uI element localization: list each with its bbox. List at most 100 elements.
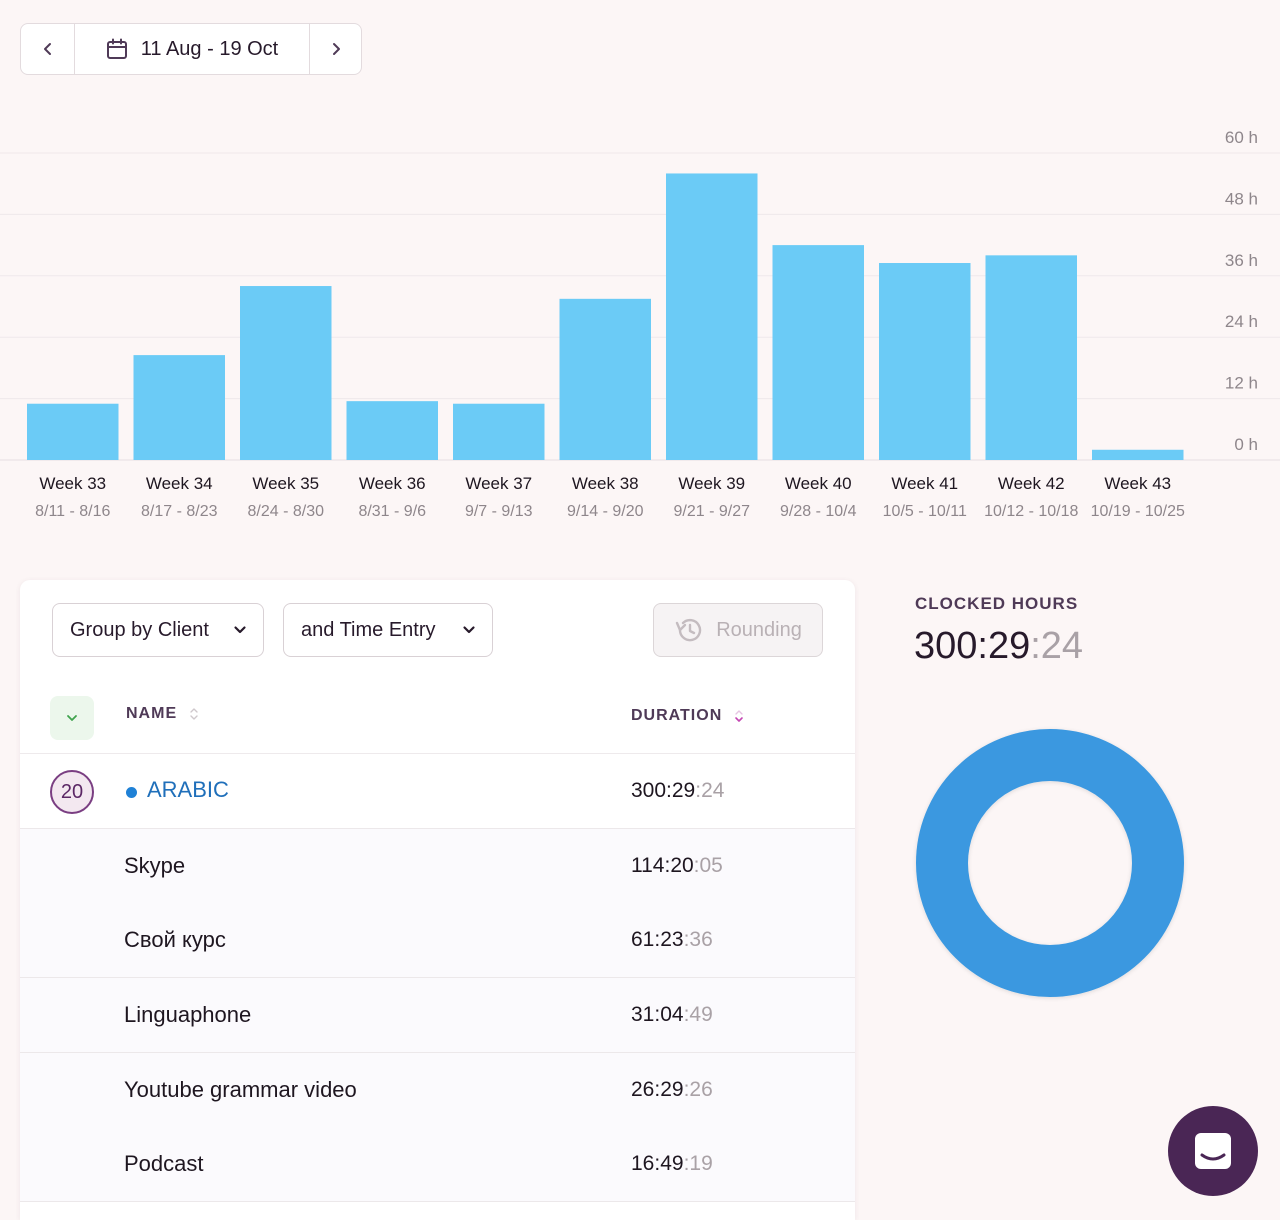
name-header-label: NAME xyxy=(126,705,178,722)
y-tick-label: 60 h xyxy=(1225,128,1258,147)
duration-seconds: :05 xyxy=(693,854,723,877)
client-name[interactable]: ARABIC xyxy=(147,777,229,802)
x-category-label: Week 40 xyxy=(785,474,852,493)
x-category-label: Week 42 xyxy=(998,474,1065,493)
clocked-hours-label: CLOCKED HOURS xyxy=(915,594,1079,613)
previous-period-button[interactable] xyxy=(21,24,75,74)
bar-week-40[interactable] xyxy=(772,245,865,460)
bar-week-35[interactable] xyxy=(240,286,332,460)
table-row[interactable]: Skype 114:20:05 xyxy=(20,829,855,904)
client-donut-chart xyxy=(916,729,1184,997)
duration-header-label: DURATION xyxy=(631,707,723,724)
subgroup-dropdown[interactable]: and Time Entry xyxy=(283,603,493,657)
clocked-hours-value: 300:29:24 xyxy=(914,625,1083,668)
y-tick-label: 24 h xyxy=(1225,312,1258,331)
y-tick-label: 0 h xyxy=(1234,435,1258,454)
duration-main: 26:29 xyxy=(631,1078,684,1101)
duration-main: 114:20 xyxy=(631,854,694,877)
x-category-label: Week 43 xyxy=(1104,474,1171,493)
x-date-range-label: 10/12 - 10/18 xyxy=(984,503,1078,520)
x-category-label: Week 37 xyxy=(465,474,532,493)
name-column-header[interactable]: NAME xyxy=(126,705,199,723)
x-category-label: Week 35 xyxy=(252,474,319,493)
bar-week-36[interactable] xyxy=(346,401,439,460)
x-category-label: Week 38 xyxy=(572,474,639,493)
calendar-icon xyxy=(106,38,127,59)
y-tick-label: 48 h xyxy=(1225,189,1258,208)
bar-week-38[interactable] xyxy=(559,298,652,460)
entry-name: Youtube grammar video xyxy=(124,1077,357,1102)
entry-duration: 61:23:36 xyxy=(631,928,713,952)
bar-week-33[interactable] xyxy=(27,403,119,460)
client-duration: 300:29:24 xyxy=(631,779,724,803)
x-category-label: Week 33 xyxy=(39,474,106,493)
duration-seconds: :19 xyxy=(683,1152,713,1175)
next-period-button[interactable] xyxy=(309,24,361,74)
sort-descending-icon xyxy=(735,710,744,722)
y-tick-label: 36 h xyxy=(1225,251,1258,270)
entry-duration: 31:04:49 xyxy=(631,1003,713,1027)
bar-week-39[interactable] xyxy=(666,173,758,460)
duration-seconds: :36 xyxy=(683,928,713,951)
duration-main: 300:29 xyxy=(631,779,696,802)
client-row[interactable]: 20 ARABIC 300:29:24 xyxy=(20,754,855,829)
entry-name: Skype xyxy=(124,853,186,878)
table-row[interactable]: Podcast 16:49:19 xyxy=(20,1127,855,1202)
table-row[interactable]: Свой курс 61:23:36 xyxy=(20,903,855,978)
entry-duration: 114:20:05 xyxy=(631,854,723,878)
x-category-label: Week 36 xyxy=(359,474,426,493)
duration-column-header[interactable]: DURATION xyxy=(631,707,744,725)
entry-name: Свой курс xyxy=(124,927,226,952)
y-tick-label: 12 h xyxy=(1225,374,1258,393)
chevron-right-icon xyxy=(332,43,340,55)
clocked-hours-main: 300:29 xyxy=(914,625,1031,667)
bar-week-42[interactable] xyxy=(985,255,1078,460)
x-date-range-label: 9/14 - 9/20 xyxy=(567,503,644,520)
chat-icon xyxy=(1195,1133,1231,1169)
x-date-range-label: 8/24 - 8/30 xyxy=(248,503,325,520)
client-color-dot xyxy=(126,787,137,798)
duration-seconds: :26 xyxy=(683,1078,713,1101)
entry-duration: 26:29:26 xyxy=(631,1078,713,1102)
x-date-range-label: 8/11 - 8/16 xyxy=(35,503,110,520)
x-date-range-label: 10/5 - 10/11 xyxy=(883,503,967,520)
subgroup-label: and Time Entry xyxy=(301,618,436,641)
duration-seconds: :24 xyxy=(695,779,725,802)
duration-main: 31:04 xyxy=(631,1003,684,1026)
report-table-panel: Group by Client and Time Entry Rounding … xyxy=(20,580,855,1220)
bar-week-37[interactable] xyxy=(453,403,545,460)
entry-count-badge[interactable]: 20 xyxy=(50,770,94,814)
chevron-left-icon xyxy=(43,43,51,55)
clocked-hours-seconds: :24 xyxy=(1030,625,1084,667)
group-by-dropdown[interactable]: Group by Client xyxy=(52,603,264,657)
date-range-label: 11 Aug - 19 Oct xyxy=(140,37,279,60)
x-date-range-label: 9/28 - 10/4 xyxy=(780,503,857,520)
table-row[interactable]: Linguaphone 31:04:49 xyxy=(20,978,855,1053)
rounding-label: Rounding xyxy=(716,618,802,641)
table-row[interactable]: Youtube grammar video 26:29:26 xyxy=(20,1053,855,1128)
bar-week-34[interactable] xyxy=(133,355,226,460)
date-range-navigator: 11 Aug - 19 Oct xyxy=(20,23,362,75)
x-category-label: Week 34 xyxy=(146,474,213,493)
x-date-range-label: 10/19 - 10/25 xyxy=(1091,503,1185,520)
support-chat-button[interactable] xyxy=(1168,1106,1258,1196)
entry-duration: 16:49:19 xyxy=(631,1152,713,1176)
history-icon xyxy=(675,618,702,642)
donut-segment-arabic[interactable] xyxy=(916,729,1184,997)
collapse-all-button[interactable] xyxy=(50,696,94,740)
group-by-label: Group by Client xyxy=(70,618,209,641)
date-range-picker[interactable]: 11 Aug - 19 Oct xyxy=(75,24,309,74)
bar-week-43[interactable] xyxy=(1092,449,1184,460)
chevron-down-icon xyxy=(463,626,475,634)
chevron-down-icon xyxy=(234,626,246,634)
duration-seconds: :49 xyxy=(683,1003,713,1026)
weekly-hours-bar-chart: 60 h 48 h 36 h 24 h 12 h 0 h Week 33 8/11 - 8/1… xyxy=(0,128,1280,520)
chevron-down-icon xyxy=(67,715,77,721)
x-date-range-label: 8/31 - 9/6 xyxy=(358,503,426,520)
rounding-button[interactable]: Rounding xyxy=(653,603,823,657)
bar-week-41[interactable] xyxy=(879,263,971,460)
entry-name: Podcast xyxy=(124,1151,204,1176)
sort-icon xyxy=(190,708,198,720)
x-category-label: Week 41 xyxy=(891,474,958,493)
entry-name: Linguaphone xyxy=(124,1002,252,1027)
